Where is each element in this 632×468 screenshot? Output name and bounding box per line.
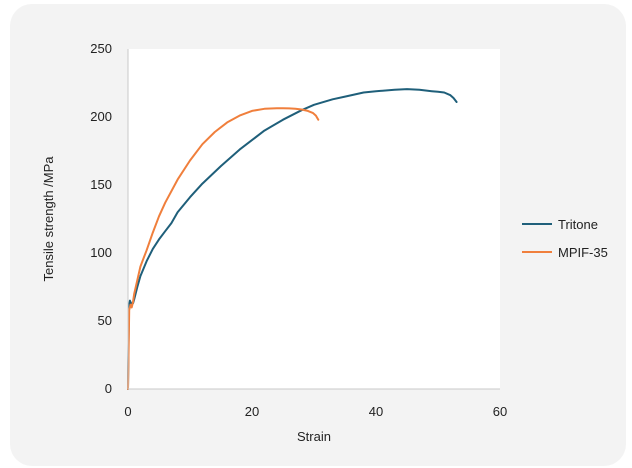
y-axis-title: Tensile strength /MPa [41, 156, 56, 282]
x-tick-label: 40 [369, 404, 383, 419]
series-line-tritone [127, 88, 458, 390]
plot-area [128, 49, 500, 389]
y-tick-label: 250 [90, 41, 112, 56]
y-tick-label: 100 [90, 245, 112, 260]
y-tick-label: 200 [90, 109, 112, 124]
x-axis-title: Strain [297, 429, 331, 444]
y-tick-label: 0 [105, 381, 112, 396]
series-line-mpif-35 [127, 107, 320, 390]
legend-label: MPIF-35 [558, 245, 608, 260]
y-tick-label: 150 [90, 177, 112, 192]
x-tick-label: 0 [124, 404, 131, 419]
legend: Tritone MPIF-35 [522, 217, 608, 260]
x-tick-label: 20 [245, 404, 259, 419]
y-tick-label: 50 [98, 313, 112, 328]
x-tick-label: 60 [493, 404, 507, 419]
legend-label: Tritone [558, 217, 598, 232]
